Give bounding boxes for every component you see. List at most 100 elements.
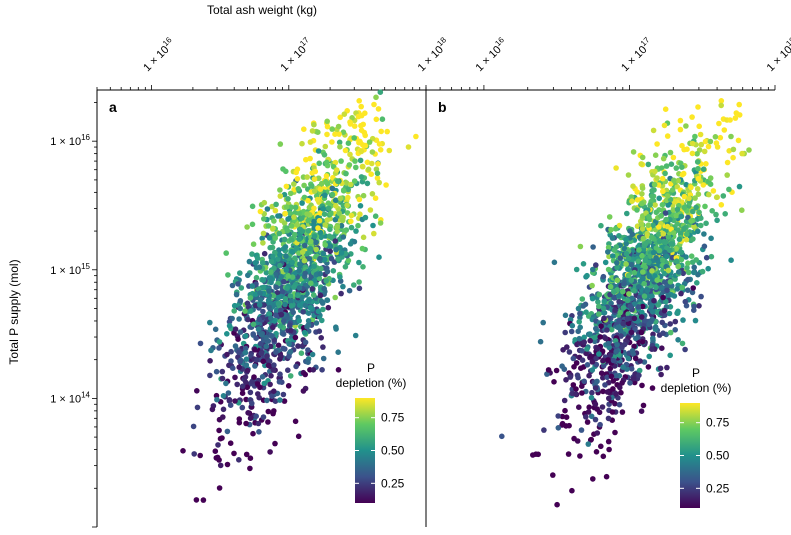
data-point <box>692 317 699 324</box>
data-point <box>300 388 307 394</box>
data-point <box>280 166 286 172</box>
data-point <box>604 327 610 333</box>
data-point <box>544 371 550 377</box>
data-point <box>641 280 647 287</box>
data-point <box>652 152 659 158</box>
data-point <box>672 318 679 325</box>
data-point <box>585 409 592 415</box>
data-point <box>249 283 256 289</box>
data-point <box>250 430 256 437</box>
data-point <box>324 268 331 275</box>
data-point <box>287 210 293 216</box>
colorbar-gradient <box>680 403 700 508</box>
data-point <box>579 357 586 364</box>
data-point <box>689 140 696 147</box>
data-point <box>270 293 277 299</box>
data-point <box>677 126 684 133</box>
data-point <box>225 272 231 278</box>
data-point <box>567 374 574 380</box>
data-point <box>659 165 665 171</box>
data-point <box>267 449 273 455</box>
data-point <box>592 401 599 408</box>
data-point <box>338 222 345 229</box>
data-point <box>610 378 616 384</box>
data-point <box>632 355 639 362</box>
data-point <box>324 123 331 130</box>
data-point <box>633 335 639 342</box>
data-point <box>329 191 336 198</box>
data-point <box>357 203 364 209</box>
data-point <box>299 140 305 147</box>
data-point <box>630 375 637 382</box>
data-point <box>249 378 255 385</box>
data-point <box>624 297 631 304</box>
data-point <box>268 315 274 322</box>
data-point <box>667 329 674 336</box>
data-point <box>270 367 277 373</box>
data-point <box>228 348 234 355</box>
data-point <box>356 196 363 203</box>
data-point <box>654 141 660 147</box>
data-point <box>352 332 359 339</box>
data-point <box>689 114 695 120</box>
data-point <box>307 139 314 145</box>
data-point <box>307 304 314 311</box>
data-point <box>691 223 697 230</box>
data-point <box>324 118 331 125</box>
data-point <box>244 300 251 307</box>
data-point <box>355 222 361 229</box>
data-point <box>311 233 318 239</box>
data-point <box>219 368 226 375</box>
data-point <box>600 388 606 395</box>
data-point <box>732 115 739 121</box>
data-point <box>340 217 346 224</box>
data-point <box>359 163 366 170</box>
data-point <box>592 416 599 423</box>
data-point <box>583 414 589 420</box>
data-point <box>320 355 327 362</box>
data-point <box>579 390 585 396</box>
data-point <box>577 310 583 317</box>
data-point <box>681 204 688 211</box>
data-point <box>624 316 631 322</box>
data-point <box>326 233 333 239</box>
data-point <box>207 372 213 379</box>
data-point <box>190 423 197 430</box>
data-point <box>243 356 250 363</box>
data-point <box>675 263 681 270</box>
data-point <box>237 270 243 276</box>
data-point <box>617 255 624 261</box>
data-point <box>348 181 354 188</box>
data-point <box>612 429 618 436</box>
data-point <box>278 311 285 318</box>
colorbar-title-line2: depletion (%) <box>661 381 732 395</box>
data-point <box>367 207 374 213</box>
data-point <box>358 148 365 155</box>
data-point <box>608 326 615 333</box>
data-point <box>226 323 233 329</box>
data-point <box>642 257 649 264</box>
data-point <box>537 338 544 345</box>
data-point <box>620 364 626 370</box>
data-point <box>289 274 296 280</box>
data-point <box>320 250 327 257</box>
data-point <box>674 206 681 213</box>
data-point <box>609 235 616 241</box>
data-point <box>593 325 599 332</box>
data-point <box>348 224 355 231</box>
data-point <box>405 144 412 150</box>
data-point <box>573 386 579 392</box>
data-point <box>224 351 230 358</box>
data-point <box>305 347 311 353</box>
data-point <box>270 225 276 232</box>
data-point <box>287 190 294 197</box>
data-point <box>639 309 645 316</box>
data-point <box>247 308 254 314</box>
data-point <box>245 272 251 279</box>
data-point <box>379 116 386 122</box>
data-point <box>291 214 297 220</box>
data-point <box>678 256 685 263</box>
data-point <box>353 164 359 171</box>
data-point <box>631 269 638 276</box>
data-point <box>303 156 309 163</box>
